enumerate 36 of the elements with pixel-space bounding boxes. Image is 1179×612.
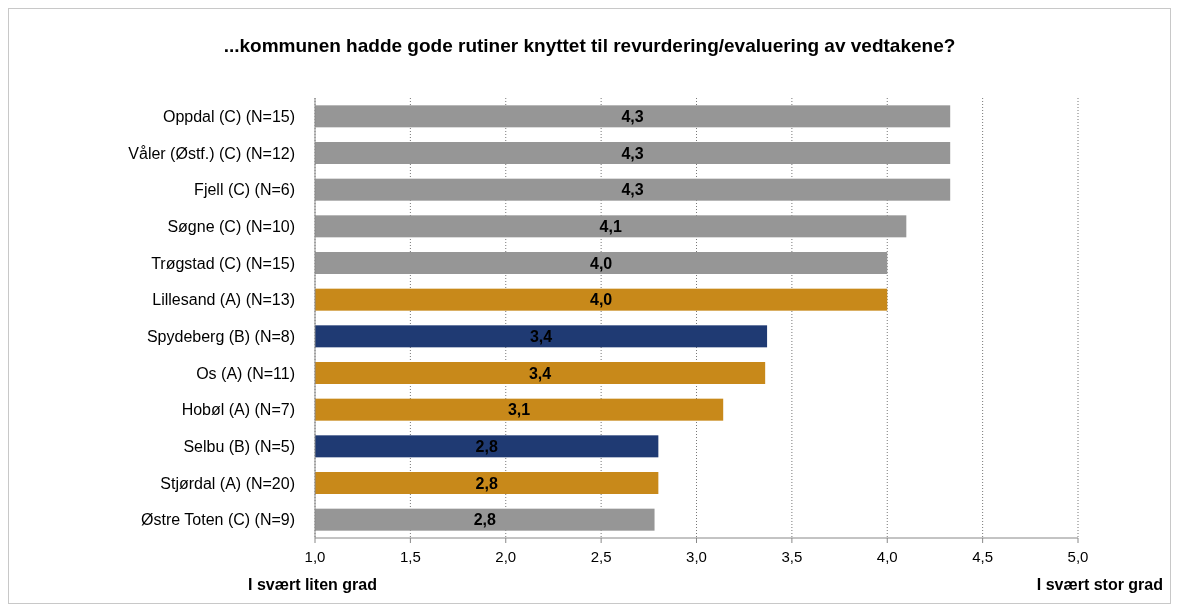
- data-label: 2,8: [475, 437, 498, 455]
- y-tick-label: Os (A) (N=11): [196, 364, 295, 382]
- y-tick-label: Våler (Østf.) (C) (N=12): [128, 144, 295, 162]
- y-tick-label: Fjell (C) (N=6): [194, 181, 295, 199]
- data-label: 3,4: [528, 364, 552, 382]
- x-tick-label: 3,0: [686, 548, 707, 565]
- x-tick-label: 1,5: [399, 548, 421, 565]
- y-tick-label: Østre Toten (C) (N=9): [141, 511, 295, 529]
- data-label: 4,1: [599, 217, 622, 235]
- x-tick-label: 1,0: [304, 548, 326, 565]
- y-tick-label: Oppdal (C) (N=15): [162, 107, 295, 125]
- y-tick-label: Lillesand (A) (N=13): [152, 291, 295, 309]
- data-label: 4,0: [590, 254, 613, 272]
- y-tick-label: Stjørdal (A) (N=20): [160, 474, 295, 492]
- chart-title: ...kommunen hadde gode rutiner knyttet til revurdering/evaluering av vedtakene?: [223, 35, 956, 56]
- data-label: 2,8: [473, 511, 496, 529]
- data-label: 4,3: [621, 144, 644, 162]
- data-label: 4,0: [590, 291, 613, 309]
- y-tick-label: Søgne (C) (N=10): [167, 217, 295, 235]
- x-tick-label: 4,0: [876, 548, 898, 565]
- x-tick-label: 2,0: [495, 548, 517, 565]
- x-tick-label: 3,5: [781, 548, 803, 565]
- data-label: 4,3: [621, 107, 644, 125]
- y-tick-label: Hobøl (A) (N=7): [181, 401, 295, 419]
- data-label: 3,4: [529, 327, 553, 345]
- y-tick-label: Spydeberg (B) (N=8): [146, 327, 295, 345]
- y-tick-label: Selbu (B) (N=5): [183, 437, 295, 455]
- x-tick-label: 2,5: [590, 548, 612, 565]
- data-label: 2,8: [475, 474, 498, 492]
- text: I svært stor grad: [1036, 576, 1163, 593]
- text: I svært liten grad: [248, 576, 377, 593]
- x-tick-label: 4,5: [972, 548, 994, 565]
- x-tick-label: 5,0: [1067, 548, 1089, 565]
- y-tick-label: Trøgstad (C) (N=15): [151, 254, 295, 272]
- data-label: 3,1: [507, 401, 531, 419]
- data-label: 4,3: [621, 181, 644, 199]
